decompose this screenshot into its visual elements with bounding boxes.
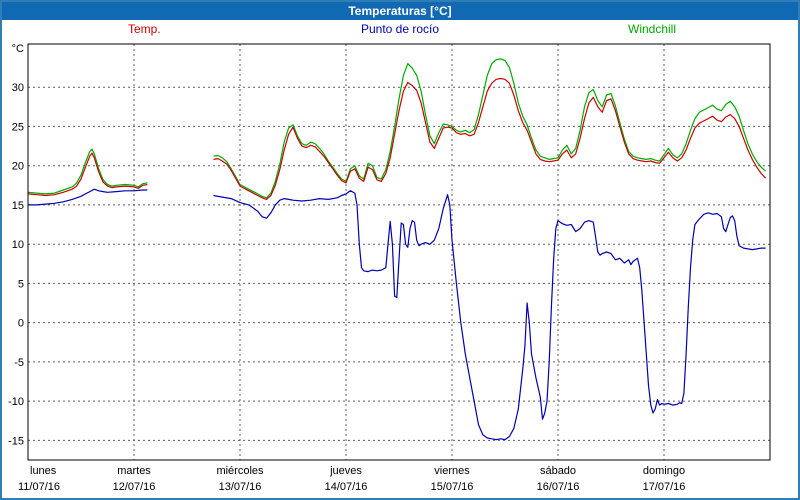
title-bar: Temperaturas [°C] [2, 2, 798, 20]
gridlines [28, 44, 770, 460]
plot-border [27, 43, 771, 461]
y-tick-label: -5 [14, 357, 24, 369]
chart-title: Temperaturas [°C] [348, 4, 452, 18]
legend-temp: Temp. [128, 22, 161, 36]
series-line-1 [28, 188, 766, 441]
x-day-label: sábado [540, 465, 576, 477]
legend: Temp. Punto de rocío Windchill [2, 20, 798, 38]
y-tick-label: -15 [8, 435, 24, 447]
legend-dewpoint: Punto de rocío [360, 22, 440, 36]
x-date-label: 17/07/16 [643, 481, 686, 493]
x-day-label: lunes [30, 465, 57, 477]
series-lines [27, 58, 767, 441]
y-tick-label: 25 [12, 121, 24, 133]
x-date-label: 11/07/16 [18, 481, 60, 493]
x-date-label: 16/07/16 [537, 481, 580, 493]
y-tick-label: -10 [8, 396, 24, 408]
x-day-label: domingo [643, 465, 685, 477]
temperature-chart-svg: °C 30 25 20 15 10 5 0 -5 -10 -15 lunes 11/07/16 marte… [8, 43, 771, 493]
y-tick-label: 0 [18, 318, 24, 330]
y-tick-label: 20 [12, 161, 24, 173]
y-tick-label: 10 [12, 239, 24, 251]
x-day-label: martes [117, 465, 151, 477]
y-tick-label: 5 [18, 278, 24, 290]
series-line-0 [27, 77, 767, 200]
x-day-label: miércoles [216, 465, 264, 477]
x-date-label: 13/07/16 [219, 481, 262, 493]
x-date-label: 14/07/16 [325, 481, 368, 493]
x-date-label: 15/07/16 [431, 481, 474, 493]
legend-windchill: Windchill [628, 22, 677, 36]
x-day-label: jueves [329, 465, 362, 477]
y-tick-label: 15 [12, 200, 24, 212]
x-date-label: 12/07/16 [113, 481, 156, 493]
plot-area: °C 30 25 20 15 10 5 0 -5 -10 -15 lunes 11/07/16 marte… [2, 38, 798, 498]
series-line-2 [27, 58, 767, 199]
x-day-label: viernes [434, 465, 470, 477]
axis-labels: °C 30 25 20 15 10 5 0 -5 -10 -15 lunes 11/07/16 marte… [8, 43, 685, 493]
y-tick-label: 30 [12, 82, 24, 94]
y-axis-unit: °C [12, 43, 24, 55]
